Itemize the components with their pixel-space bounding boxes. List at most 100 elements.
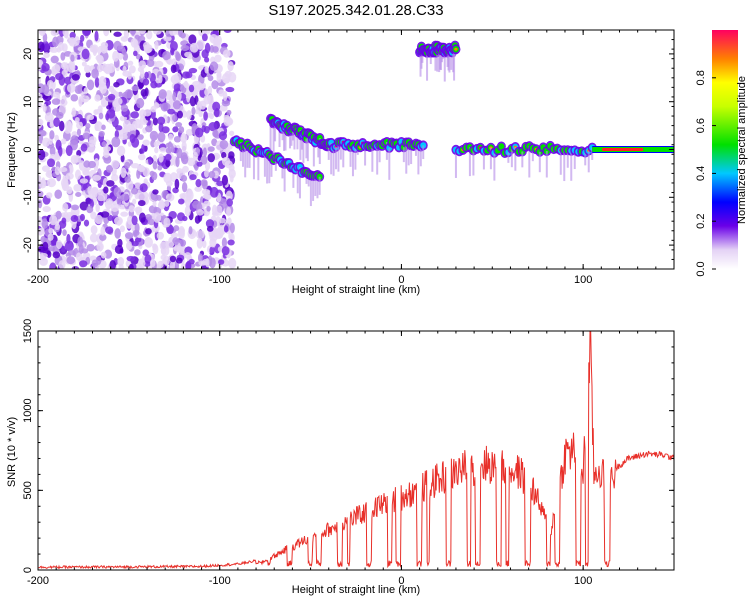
noise-blob (95, 256, 102, 265)
noise-blob (97, 181, 102, 188)
tone-peak (454, 47, 458, 51)
noise-blob (98, 130, 105, 137)
noise-blob (139, 109, 147, 118)
noise-blob (81, 61, 87, 67)
noise-blob (131, 137, 140, 148)
noise-blob (180, 133, 188, 144)
colorbar-tick-label: 0.6 (695, 118, 707, 133)
tone-streak (312, 176, 315, 201)
noise-blob (228, 257, 237, 269)
tone-streak (318, 176, 321, 195)
noise-blob (66, 186, 73, 195)
colorbar-tick-label: 0.0 (695, 261, 707, 276)
noise-blob (80, 95, 90, 103)
noise-blob (225, 190, 233, 202)
tone-streak (521, 151, 524, 168)
noise-blob (65, 172, 74, 180)
noise-blob (85, 123, 91, 129)
noise-blob (163, 217, 171, 228)
noise-blob (163, 35, 172, 42)
noise-blob (79, 178, 89, 184)
noise-blob (110, 203, 120, 212)
noise-blob (154, 146, 159, 154)
noise-blob (198, 260, 207, 266)
noise-blob (94, 30, 99, 42)
noise-blob (207, 153, 216, 163)
noise-blob (216, 180, 224, 187)
noise-blob (94, 214, 104, 225)
tone-streak (283, 164, 286, 192)
tone-streak (266, 151, 269, 184)
noise-blob (50, 55, 59, 64)
noise-blob (188, 84, 195, 93)
tone-segment-a (229, 135, 325, 207)
noise-blob (145, 214, 153, 221)
noise-blob (197, 253, 203, 263)
noise-blob (202, 239, 207, 249)
noise-blob (75, 252, 83, 262)
tone-streak (426, 52, 429, 81)
noise-blob (120, 36, 129, 42)
noise-blob (152, 200, 157, 208)
noise-blob (75, 191, 82, 197)
noise-blob (71, 204, 80, 211)
noise-blob (105, 164, 114, 173)
noise-blob (209, 257, 216, 269)
noise-blob (196, 237, 203, 249)
noise-blob (52, 251, 61, 259)
noise-blob (162, 50, 171, 61)
noise-blob (154, 40, 159, 50)
noise-blob (131, 120, 138, 131)
noise-blob (152, 154, 158, 164)
tone-streak (421, 51, 424, 63)
noise-blob (175, 257, 183, 264)
noise-blob (41, 62, 50, 72)
noise-blob (197, 83, 205, 91)
noise-blob (58, 120, 65, 132)
tone-streak (300, 135, 303, 150)
noise-blob (61, 245, 66, 253)
noise-blob (165, 240, 175, 249)
tone-segment-c (324, 136, 428, 180)
noise-blob (143, 44, 149, 52)
noise-blob (156, 194, 162, 201)
noise-blob (48, 214, 58, 226)
noise-blob (158, 89, 167, 99)
noise-blob (38, 30, 46, 37)
snr-xtick-label: -200 (27, 575, 49, 587)
spectrogram-xtick-label: -100 (209, 274, 231, 286)
noise-blob (148, 156, 153, 165)
noise-blob (120, 154, 125, 163)
tone-streak (489, 147, 492, 170)
noise-blob (52, 36, 59, 48)
tone-streak (296, 167, 299, 194)
noise-blob (93, 109, 99, 116)
noise-blob (126, 242, 132, 250)
noise-blob (38, 41, 45, 53)
noise-blob (91, 68, 99, 79)
noise-blob (206, 225, 214, 232)
noise-blob (229, 130, 235, 137)
noise-blob (204, 66, 209, 74)
noise-blob (158, 153, 164, 163)
noise-blob (169, 261, 176, 269)
noise-blob (55, 111, 64, 120)
noise-blob (218, 104, 228, 112)
noise-blob (82, 169, 91, 177)
colorbar: 0.0 0.2 0.4 0.6 0.8 Normalized spectral ampl… (695, 30, 748, 277)
noise-blob (120, 104, 129, 112)
noise-blob (152, 117, 159, 126)
noise-blob (41, 165, 50, 172)
tone-streak (306, 133, 309, 162)
noise-blob (41, 218, 49, 229)
noise-blob (62, 30, 69, 37)
noise-blob (184, 205, 191, 217)
tone-streak (342, 142, 345, 168)
noise-blob (177, 229, 185, 240)
noise-blob (221, 174, 229, 186)
noise-blob (204, 56, 210, 63)
noise-blob (223, 114, 231, 121)
noise-blob (207, 94, 214, 106)
noise-blob (162, 67, 168, 75)
noise-blob (49, 47, 59, 53)
